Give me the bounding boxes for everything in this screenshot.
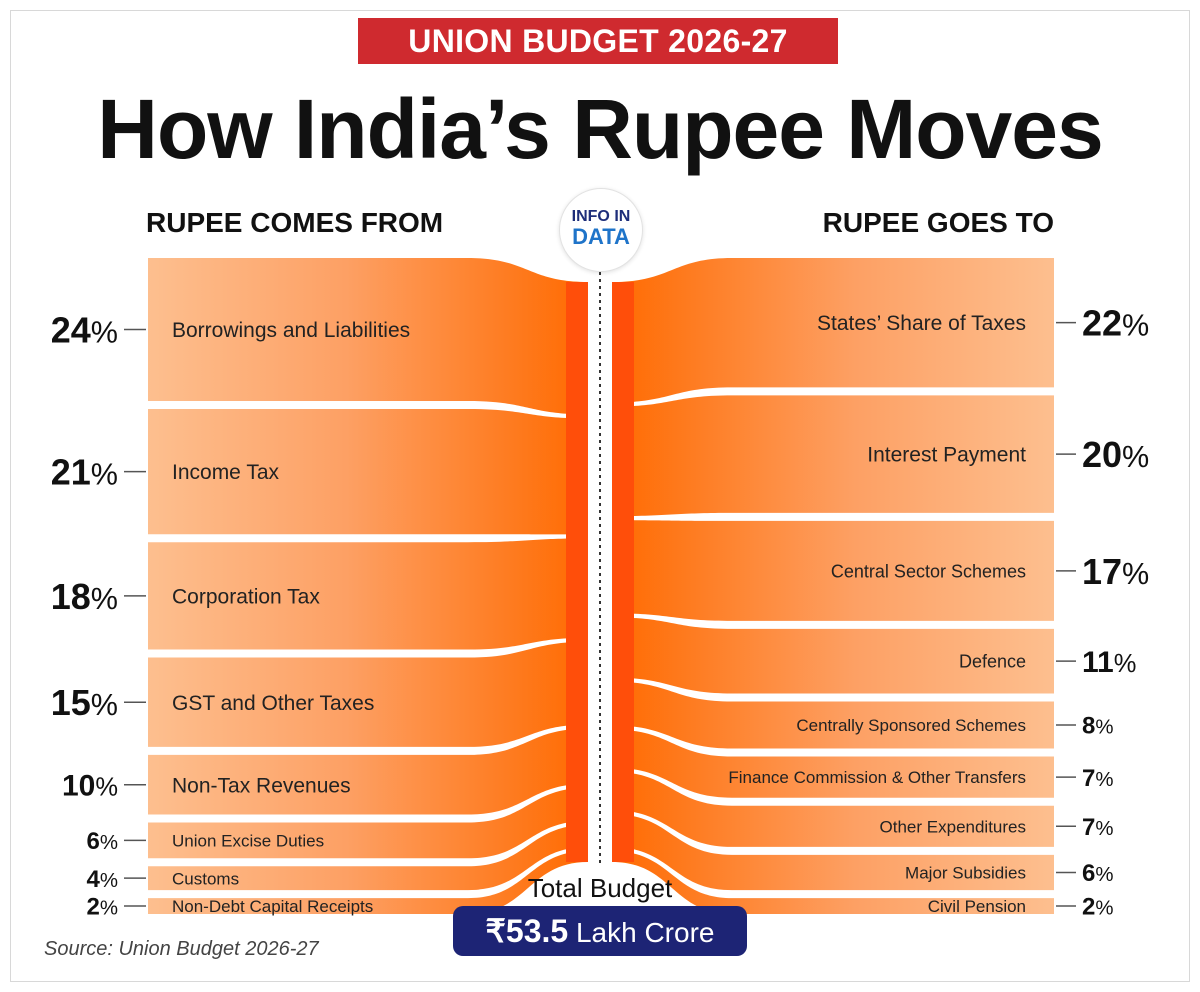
- source-label-corporation-tax: Corporation Tax: [172, 585, 320, 608]
- target-band-states-share-of-taxes: [612, 258, 1054, 403]
- logo-text-bottom: DATA: [572, 224, 630, 249]
- target-label-finance-commission-other-transfers: Finance Commission & Other Transfers: [728, 768, 1026, 787]
- source-pct-non-debt-capital-receipts: 2%: [87, 894, 119, 921]
- target-pct-central-sector-schemes: 17%: [1082, 551, 1149, 592]
- target-pct-interest-payment: 20%: [1082, 434, 1149, 475]
- source-band-borrowings-and-liabilities: [148, 258, 588, 415]
- source-label-income-tax: Income Tax: [172, 461, 279, 484]
- target-band-centrally-sponsored-schemes: [612, 681, 1054, 749]
- source-pct-corporation-tax: 18%: [51, 576, 118, 617]
- info-in-data-logo: INFO IN DATA: [559, 188, 643, 272]
- source-band-union-excise-duties: [148, 787, 588, 859]
- total-budget-label: Total Budget: [527, 873, 673, 903]
- source-label-union-excise-duties: Union Excise Duties: [172, 832, 324, 851]
- target-label-major-subsidies: Major Subsidies: [905, 864, 1026, 883]
- source-label-customs: Customs: [172, 869, 239, 888]
- source-band-income-tax: [148, 409, 588, 535]
- target-label-other-expenditures: Other Expenditures: [880, 817, 1026, 836]
- source-pct-customs: 4%: [87, 866, 119, 893]
- target-label-civil-pension: Civil Pension: [928, 897, 1026, 916]
- total-budget-pill: ₹53.5 Lakh Crore: [453, 906, 747, 956]
- source-pct-borrowings-and-liabilities: 24%: [51, 309, 118, 350]
- target-pct-major-subsidies: 6%: [1082, 860, 1114, 887]
- target-pct-defence: 11%: [1082, 646, 1136, 679]
- target-label-centrally-sponsored-schemes: Centrally Sponsored Schemes: [796, 716, 1026, 735]
- center-bar-right: [612, 282, 634, 862]
- center-bar-left: [566, 282, 588, 862]
- source-label-non-debt-capital-receipts: Non-Debt Capital Receipts: [172, 897, 373, 916]
- target-label-defence: Defence: [959, 652, 1026, 672]
- target-band-civil-pension: [612, 851, 1054, 914]
- source-band-corporation-tax: [148, 538, 588, 650]
- target-band-interest-payment: [612, 395, 1054, 517]
- target-band-central-sector-schemes: [612, 520, 1054, 621]
- logo-text-top: INFO IN: [571, 208, 631, 225]
- right-heading: RUPEE GOES TO: [822, 207, 1054, 238]
- source-pct-income-tax: 21%: [51, 452, 118, 493]
- target-label-interest-payment: Interest Payment: [867, 444, 1026, 467]
- target-pct-centrally-sponsored-schemes: 8%: [1082, 713, 1114, 740]
- total-budget-amount: ₹53.5: [485, 913, 569, 949]
- target-pct-states-share-of-taxes: 22%: [1082, 303, 1149, 344]
- source-label-borrowings-and-liabilities: Borrowings and Liabilities: [172, 319, 410, 342]
- target-pct-finance-commission-other-transfers: 7%: [1082, 765, 1114, 792]
- source-band-customs: [148, 824, 588, 891]
- source-pct-non-tax-revenues: 10%: [62, 770, 118, 803]
- target-band-finance-commission-other-transfers: [612, 729, 1054, 798]
- source-note: Source: Union Budget 2026-27: [44, 938, 319, 960]
- page-title: How India’s Rupee Moves: [97, 82, 1103, 176]
- source-band-non-tax-revenues: [148, 728, 588, 815]
- target-band-major-subsidies: [612, 814, 1054, 891]
- source-pct-union-excise-duties: 6%: [87, 828, 119, 855]
- total-budget-unit: Lakh Crore: [568, 917, 715, 948]
- source-label-gst-and-other-taxes: GST and Other Taxes: [172, 692, 374, 715]
- target-pct-other-expenditures: 7%: [1082, 814, 1114, 841]
- source-label-non-tax-revenues: Non-Tax Revenues: [172, 774, 351, 797]
- source-band-non-debt-capital-receipts: [148, 850, 588, 914]
- target-pct-civil-pension: 2%: [1082, 894, 1114, 921]
- source-pct-gst-and-other-taxes: 15%: [51, 682, 118, 723]
- left-heading: RUPEE COMES FROM: [146, 207, 444, 238]
- target-band-defence: [612, 617, 1054, 694]
- target-label-central-sector-schemes: Central Sector Schemes: [831, 561, 1026, 581]
- target-label-states-share-of-taxes: States’ Share of Taxes: [817, 312, 1026, 335]
- target-band-other-expenditures: [612, 771, 1054, 847]
- budget-banner: UNION BUDGET 2026-27: [358, 18, 838, 64]
- source-band-gst-and-other-taxes: [148, 641, 588, 747]
